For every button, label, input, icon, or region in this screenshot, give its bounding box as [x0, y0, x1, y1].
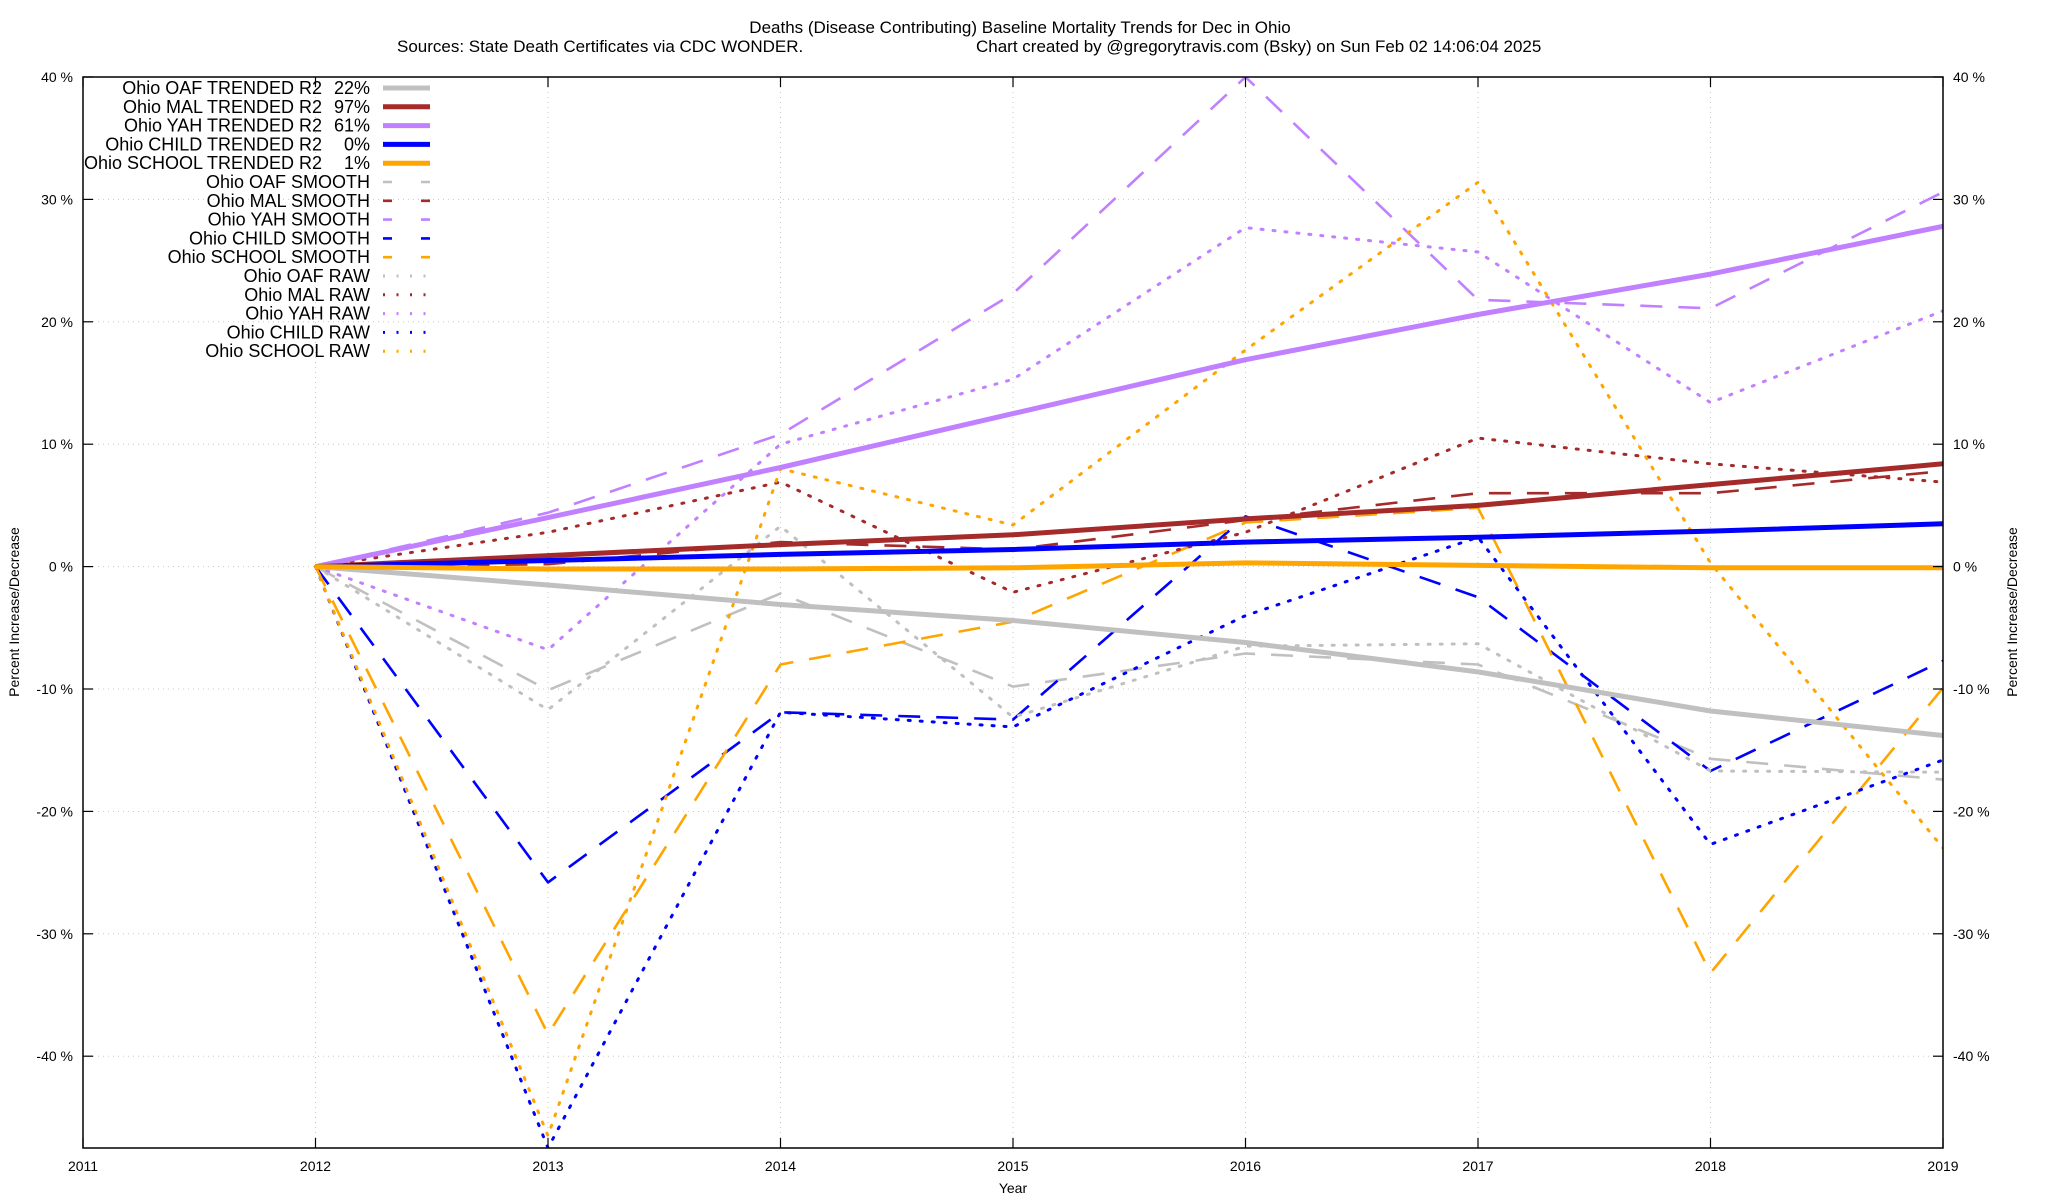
- legend-entry: Ohio YAH RAW: [245, 304, 430, 324]
- y-axis-label-left: Percent Increase/Decrease: [6, 527, 22, 697]
- series-line-ohio-mal-raw: [314, 436, 1943, 594]
- y-tick-label-right: -20 %: [1953, 803, 1990, 819]
- legend-label: Ohio SCHOOL RAW: [205, 341, 370, 361]
- legend-label: Ohio OAF TRENDED R2: [122, 78, 322, 98]
- legend-label: Ohio MAL RAW: [244, 285, 370, 305]
- x-tick-label: 2014: [765, 1158, 796, 1174]
- legend-r2: 61%: [334, 116, 370, 136]
- y-tick-label-right: 0 %: [1953, 559, 1977, 575]
- legend-label: Ohio CHILD RAW: [227, 322, 370, 342]
- series-line-ohio-yah-trended-r2: [314, 223, 1943, 570]
- legend-entry: Ohio YAH SMOOTH: [208, 210, 430, 230]
- legend-label: Ohio SCHOOL SMOOTH: [168, 247, 370, 267]
- series-line-ohio-oaf-smooth: [314, 565, 1943, 781]
- y-tick-label-right: -10 %: [1953, 681, 1990, 697]
- legend-entry: Ohio CHILD SMOOTH: [189, 228, 430, 248]
- legend-label: Ohio MAL TRENDED R2: [123, 97, 322, 117]
- y-tick-label-left: 10 %: [41, 436, 73, 452]
- legend-label: Ohio YAH SMOOTH: [208, 210, 370, 230]
- series-line-ohio-child-trended-r2: [315, 521, 1943, 570]
- axis-ticks: 40 % 40 % 30 % 30 % 20 % 20 % 10 % 10 % 0 % 0 % -1…: [36, 69, 1989, 1174]
- series-line-ohio-yah-smooth: [315, 77, 1943, 568]
- legend-label: Ohio OAF RAW: [244, 266, 370, 286]
- y-tick-label-right: 40 %: [1953, 69, 1985, 85]
- legend-entry: Ohio MAL SMOOTH: [207, 191, 430, 211]
- chart-subtitle-credit: Chart created by @gregorytravis.com (Bsk…: [976, 37, 1541, 56]
- legend-r2: 1%: [344, 153, 370, 173]
- y-tick-label-left: 40 %: [41, 69, 73, 85]
- series-line-ohio-school-raw: [314, 180, 1943, 1138]
- y-tick-label-right: 30 %: [1953, 191, 1985, 207]
- x-tick-label: 2013: [532, 1158, 563, 1174]
- legend-entry: Ohio OAF RAW: [244, 266, 430, 286]
- y-tick-label-left: 20 %: [41, 314, 73, 330]
- y-axis-label-right: Percent Increase/Decrease: [2004, 527, 2020, 697]
- legend-label: Ohio SCHOOL TRENDED R2: [84, 153, 322, 173]
- y-tick-label-left: -10 %: [36, 681, 73, 697]
- legend-label: Ohio YAH TRENDED R2: [124, 116, 322, 136]
- x-axis-label: Year: [999, 1180, 1028, 1196]
- series-line-ohio-child-raw: [314, 535, 1943, 1148]
- x-tick-label: 2011: [68, 1158, 98, 1174]
- y-tick-label-left: 30 %: [41, 191, 73, 207]
- legend-entry: 0% Ohio CHILD TRENDED R2: [105, 134, 430, 154]
- y-tick-label-left: -20 %: [36, 803, 73, 819]
- legend-entry: 61% Ohio YAH TRENDED R2: [124, 116, 430, 136]
- legend-entry: Ohio CHILD RAW: [227, 322, 430, 342]
- y-tick-label-right: 20 %: [1953, 314, 1985, 330]
- x-tick-label: 2018: [1695, 1158, 1726, 1174]
- legend-entry: 22% Ohio OAF TRENDED R2: [122, 78, 430, 98]
- legend-r2: 22%: [334, 78, 370, 98]
- legend-entry: 1% Ohio SCHOOL TRENDED R2: [84, 153, 430, 173]
- legend-r2: 0%: [344, 134, 370, 154]
- legend-entry: Ohio SCHOOL RAW: [205, 341, 430, 361]
- legend: 22% Ohio OAF TRENDED R2 97% Ohio MAL TRENDE…: [84, 78, 430, 361]
- series-line-ohio-school-trended-r2: [315, 560, 1943, 572]
- series-line-ohio-yah-raw: [314, 226, 1943, 652]
- y-tick-label-left: -40 %: [36, 1048, 73, 1064]
- y-tick-label-left: 0 %: [49, 559, 73, 575]
- x-tick-label: 2012: [300, 1158, 331, 1174]
- series-line-ohio-mal-trended-r2: [315, 461, 1943, 570]
- x-tick-label: 2019: [1927, 1158, 1958, 1174]
- legend-entry: Ohio OAF SMOOTH: [206, 172, 430, 192]
- chart-title: Deaths (Disease Contributing) Baseline M…: [749, 18, 1290, 37]
- legend-label: Ohio CHILD SMOOTH: [189, 228, 370, 248]
- series-group: [314, 77, 1943, 1148]
- legend-label: Ohio MAL SMOOTH: [207, 191, 370, 211]
- y-tick-label-left: -30 %: [36, 926, 73, 942]
- x-tick-label: 2016: [1230, 1158, 1261, 1174]
- legend-label: Ohio YAH RAW: [245, 304, 370, 324]
- x-tick-label: 2015: [997, 1158, 1028, 1174]
- series-line-ohio-child-smooth: [314, 515, 1943, 884]
- legend-entry: 97% Ohio MAL TRENDED R2: [123, 97, 430, 117]
- legend-label: Ohio CHILD TRENDED R2: [105, 134, 322, 154]
- y-tick-label-right: -30 %: [1953, 926, 1990, 942]
- chart-subtitle-sources: Sources: State Death Certificates via CD…: [397, 37, 803, 56]
- legend-entry: Ohio MAL RAW: [244, 285, 430, 305]
- series-line-ohio-oaf-trended-r2: [315, 564, 1943, 738]
- y-tick-label-right: -40 %: [1953, 1048, 1990, 1064]
- legend-label: Ohio OAF SMOOTH: [206, 172, 370, 192]
- x-tick-label: 2017: [1462, 1158, 1493, 1174]
- legend-r2: 97%: [334, 97, 370, 117]
- y-tick-label-right: 10 %: [1953, 436, 1985, 452]
- legend-entry: Ohio SCHOOL SMOOTH: [168, 247, 430, 267]
